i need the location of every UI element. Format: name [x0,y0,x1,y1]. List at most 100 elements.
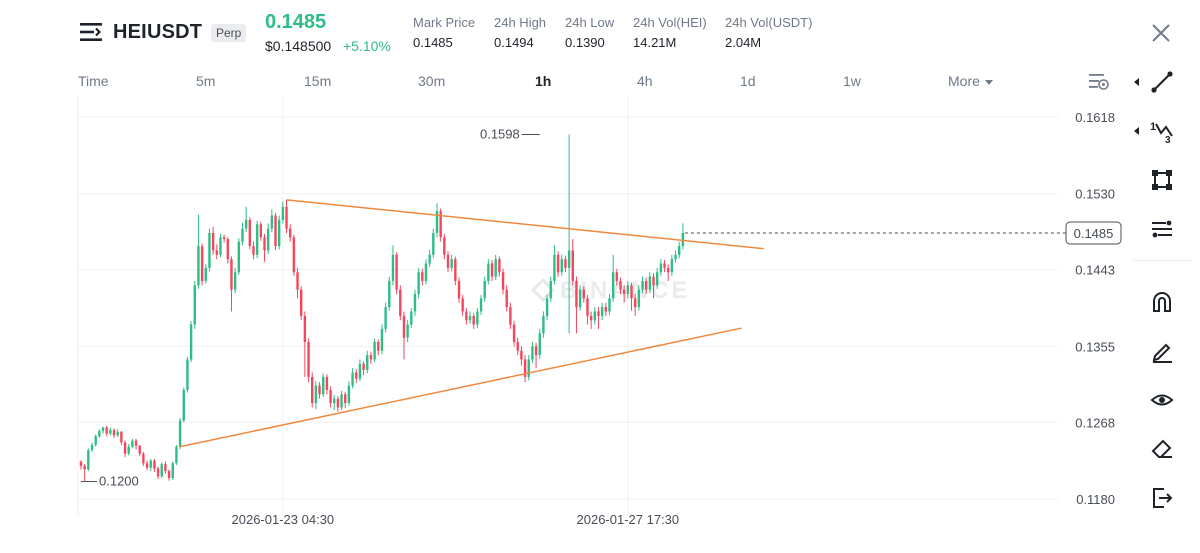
eye-icon [1150,394,1174,406]
candle-body-down [564,259,567,268]
candle-body-down [520,350,523,360]
candle-body-down [230,259,233,290]
stat-24h-vol-usdt: 24h Vol(USDT) 2.04M [725,15,812,50]
stat-value: 0.1494 [494,35,534,50]
eraser-tool[interactable] [1147,434,1177,464]
candle-body-down [138,445,141,454]
candle-body-down [509,307,512,325]
candle-body-up [578,289,582,308]
candle-body-up [479,298,483,312]
candle-body-up [681,232,685,247]
brush-tool[interactable] [1147,336,1177,366]
candle-body-down [421,272,424,281]
stat-24h-low: 24h Low 0.1390 [565,15,614,50]
candle-body-up [380,328,384,351]
candle-body-up [244,219,248,229]
interval-4h[interactable]: 4h [637,73,653,89]
candle-body-down [325,376,329,390]
candle-body-up [90,444,94,451]
candle-body-down [215,250,218,255]
trendlines-layer [179,199,764,448]
candle-body-up [417,272,420,295]
candle-body-up [593,311,596,321]
candle-body-down [285,206,288,229]
stat-label: 24h Low [565,15,615,30]
candle-body-down [663,263,666,268]
interval-more[interactable]: More [948,73,993,89]
interval-time[interactable]: Time [78,73,109,89]
candle-body-down [300,289,303,316]
visibility-tool[interactable] [1147,385,1177,415]
candle-body-down [461,298,464,312]
toolbar-divider [1133,260,1193,261]
fibonacci-tool[interactable]: 1 3 [1147,116,1177,146]
candle-body-up [193,285,196,325]
chart-settings-icon[interactable] [1088,71,1110,91]
change-percent: +5.10% [343,38,391,54]
candle-body-down [516,342,519,351]
candle-body-down [222,237,226,240]
candle-body-down [399,289,402,316]
stat-value: 14.21M [633,35,677,50]
candle-body-down [446,254,450,268]
candle-body-down [498,259,501,273]
candle-body-down [622,289,626,295]
annotations-layer: 0.1598 0.1200 0.1485 [81,126,1122,489]
time-tick-label: 2026-01-27 17:30 [577,512,680,527]
exit-tool[interactable] [1147,483,1177,513]
candle-body-down [211,232,215,251]
exit-icon [1153,488,1173,508]
candle-body-up [549,280,552,299]
stat-24h-high: 24h High 0.1494 [494,15,546,50]
candle-body-up [94,436,97,445]
candle-body-down [571,250,574,281]
candle-body-down [344,394,347,404]
candle-body-up [678,246,681,255]
candle-body-down [615,272,619,281]
candle-body-up [608,298,611,312]
stat-value: 0.1485 [413,35,453,50]
candle-body-up [277,219,281,247]
close-icon[interactable] [1150,22,1172,44]
candle-body-up [428,254,431,264]
candle-body-up [233,272,237,290]
candle-body-down [556,254,560,273]
candle-body-down [597,311,600,316]
candle-body-up [406,324,409,338]
candle-body-up [567,250,571,268]
expand-arrow-icon[interactable] [1134,78,1139,86]
candle-body-down [443,237,446,255]
expand-arrow-icon[interactable] [1134,127,1139,135]
interval-1h[interactable]: 1h [535,73,552,89]
candle-body-up [391,254,395,281]
watermark-logo-icon [530,277,556,303]
interval-1w[interactable]: 1w [843,73,861,89]
candle-body-up [270,215,274,229]
candle-body-down [292,237,296,273]
parallel-channel-tool[interactable] [1147,214,1177,244]
candle-body-down [604,307,608,312]
magnet-tool[interactable] [1147,287,1177,317]
candle-body-up [127,446,130,454]
rectangle-icon [1152,170,1172,190]
candle-body-up [237,241,241,273]
trendline-lower [179,327,742,448]
rectangle-tool[interactable] [1147,165,1177,195]
interval-5m[interactable]: 5m [196,73,216,89]
interval-15m[interactable]: 15m [304,73,332,89]
candle-body-down [307,342,310,377]
candle-body-up [101,427,105,431]
menu-icon[interactable] [80,22,104,42]
candle-body-up [542,315,545,334]
interval-30m[interactable]: 30m [418,73,446,89]
current-price-label: 0.1485 [1074,226,1114,241]
price-tick-label: 0.1443 [1075,263,1115,278]
current-price-box [1065,221,1122,245]
candle-body-up [655,272,659,286]
price-axis: 0.1618 0.1530 0.1443 0.1355 0.1268 0.1180 [1075,110,1115,507]
trendline-tool[interactable] [1147,67,1177,97]
interval-1d[interactable]: 1d [740,73,756,89]
time-tick-label: 2026-01-23 04:30 [232,512,335,527]
symbol-name[interactable]: HEIUSDT [113,21,203,43]
